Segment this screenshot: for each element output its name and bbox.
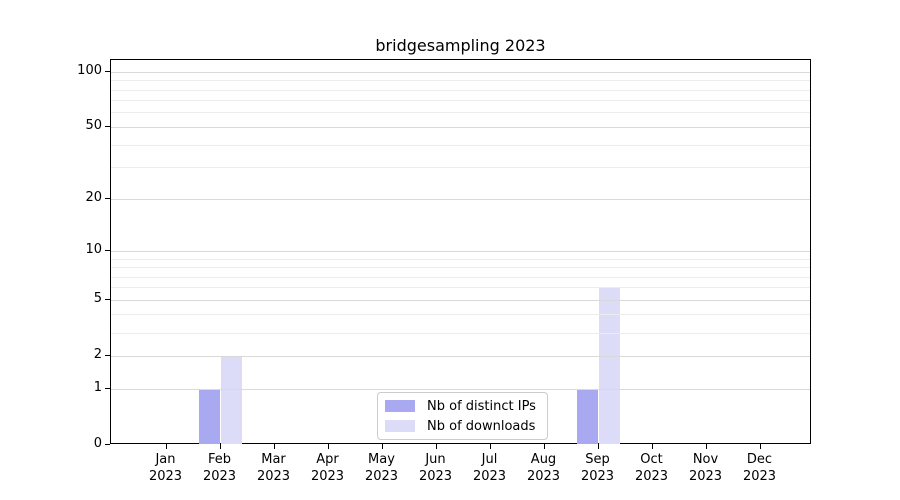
gridline-major <box>111 388 810 390</box>
x-axis-tick-label: Jul 2023 <box>454 451 526 485</box>
x-tick-month: Apr <box>316 452 339 467</box>
plot-area <box>110 59 811 445</box>
x-tick-year: 2023 <box>472 469 507 484</box>
x-tick-year: 2023 <box>202 469 237 484</box>
gridline-minor <box>111 332 810 334</box>
x-tick-month: Mar <box>261 452 286 467</box>
x-axis-tick-label: May 2023 <box>346 451 418 485</box>
x-tick-month: Feb <box>207 452 232 467</box>
x-tick-mark <box>165 443 167 449</box>
legend-swatch-distinct-ips <box>385 400 415 412</box>
x-axis-tick-label: Sep 2023 <box>562 451 634 485</box>
y-tick-mark <box>105 298 110 300</box>
gridline-minor <box>111 89 810 91</box>
gridline-major <box>111 250 810 252</box>
legend: Nb of distinct IPs Nb of downloads <box>377 392 548 440</box>
gridline-minor <box>111 267 810 268</box>
x-tick-mark <box>759 443 761 449</box>
x-tick-year: 2023 <box>580 469 615 484</box>
y-axis-tick-label: 0 <box>93 435 102 451</box>
y-tick-mark <box>105 197 110 199</box>
x-axis-tick-label: Oct 2023 <box>616 451 688 485</box>
x-tick-month: Aug <box>530 452 557 467</box>
y-tick-mark <box>105 387 110 389</box>
legend-item-distinct-ips: Nb of distinct IPs <box>385 397 536 415</box>
gridline-major <box>111 299 810 301</box>
bar-distinct-ips <box>576 388 599 445</box>
gridline-minor <box>111 167 810 169</box>
y-axis-tick-label: 5 <box>93 290 102 306</box>
x-tick-year: 2023 <box>688 469 723 484</box>
x-tick-year: 2023 <box>256 469 291 484</box>
x-tick-mark <box>705 443 707 449</box>
legend-item-downloads: Nb of downloads <box>385 417 536 435</box>
x-axis-tick-label: Jan 2023 <box>130 451 202 485</box>
gridline-major <box>111 126 810 128</box>
x-tick-month: Oct <box>640 452 663 467</box>
bar-distinct-ips <box>198 388 221 445</box>
y-axis-tick-label: 50 <box>85 117 102 133</box>
x-tick-mark <box>219 443 221 449</box>
x-tick-mark <box>327 443 329 449</box>
x-tick-mark <box>273 443 275 449</box>
x-tick-year: 2023 <box>742 469 777 484</box>
x-tick-mark <box>651 443 653 449</box>
gridline-minor <box>111 112 810 114</box>
x-tick-month: May <box>368 452 395 467</box>
x-tick-year: 2023 <box>148 469 183 484</box>
x-tick-year: 2023 <box>634 469 669 484</box>
x-axis-tick-label: Apr 2023 <box>292 451 364 485</box>
legend-swatch-downloads <box>385 420 415 432</box>
y-axis-tick-label: 100 <box>77 62 102 78</box>
gridline-minor <box>111 276 810 278</box>
bar-downloads <box>220 355 243 445</box>
x-tick-mark <box>381 443 383 449</box>
x-axis-tick-label: Aug 2023 <box>508 451 580 485</box>
y-tick-mark <box>105 354 110 356</box>
x-tick-year: 2023 <box>310 469 345 484</box>
x-tick-year: 2023 <box>526 469 561 484</box>
x-tick-mark <box>435 443 437 449</box>
y-tick-mark <box>105 70 110 72</box>
gridline-minor <box>111 144 810 146</box>
gridline-minor <box>111 258 810 260</box>
y-axis-tick-label: 20 <box>85 189 102 205</box>
bar-downloads <box>598 287 621 445</box>
gridline-minor <box>111 80 810 82</box>
y-tick-mark <box>105 249 110 251</box>
x-tick-year: 2023 <box>418 469 453 484</box>
gridline-minor <box>111 100 810 102</box>
x-tick-month: Jun <box>425 452 446 467</box>
x-axis-tick-label: Feb 2023 <box>184 451 256 485</box>
gridline-major <box>111 71 810 73</box>
x-tick-mark <box>489 443 491 449</box>
x-axis-tick-label: Nov 2023 <box>670 451 742 485</box>
y-tick-mark <box>105 125 110 127</box>
legend-label-downloads: Nb of downloads <box>427 418 536 434</box>
y-axis-tick-label: 1 <box>93 379 102 395</box>
x-tick-mark <box>597 443 599 449</box>
y-axis-tick-label: 2 <box>93 346 102 362</box>
legend-label-distinct-ips: Nb of distinct IPs <box>427 398 536 414</box>
x-tick-month: Sep <box>585 452 610 467</box>
gridline-minor <box>111 314 810 316</box>
x-tick-month: Nov <box>692 452 719 467</box>
x-axis-tick-label: Mar 2023 <box>238 451 310 485</box>
x-axis-tick-label: Dec 2023 <box>724 451 796 485</box>
x-tick-month: Jul <box>481 452 498 467</box>
x-tick-year: 2023 <box>364 469 399 484</box>
x-tick-month: Dec <box>746 452 773 467</box>
x-tick-mark <box>543 443 545 449</box>
x-axis-tick-label: Jun 2023 <box>400 451 472 485</box>
gridline-minor <box>111 287 810 289</box>
gridline-major <box>111 355 810 357</box>
chart-title: bridgesampling 2023 <box>375 36 546 55</box>
x-tick-month: Jan <box>155 452 176 467</box>
y-axis-tick-label: 10 <box>85 241 102 257</box>
gridline-major <box>111 198 810 200</box>
y-tick-mark <box>105 443 110 445</box>
